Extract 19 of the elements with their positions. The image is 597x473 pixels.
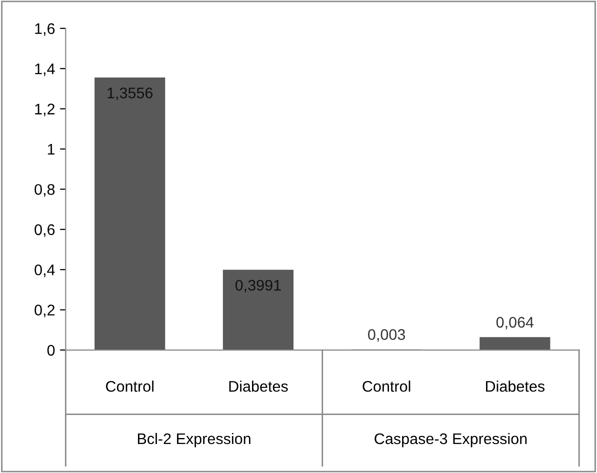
y-tick-label: 0,4 — [34, 264, 55, 278]
y-tick-label: 1,4 — [35, 64, 55, 76]
text: Bcl-2 Expression — [138, 432, 250, 448]
x-tick-label: Control — [106, 380, 154, 392]
data-label: 1,3556 — [108, 88, 153, 100]
y-tick-label: 1 — [48, 144, 55, 155]
x-tick-label: Control — [362, 380, 410, 392]
y-tick-label: 0,2 — [34, 304, 54, 318]
y-tick-label: 1,2 — [35, 104, 54, 116]
text: Caspase-3 Expression — [374, 432, 527, 448]
x-tick-label: Diabetes — [229, 380, 288, 392]
data-label: 0,064 — [496, 316, 534, 330]
y-tick-label: 1,6 — [35, 23, 55, 36]
data-label: 0,003 — [368, 329, 406, 342]
y-tick-label: 0,8 — [34, 184, 55, 197]
y-tick-label: 0 — [47, 344, 55, 356]
data-label: 0,3991 — [235, 280, 281, 292]
x-tick-label: Diabetes — [486, 380, 545, 392]
y-tick-label: 0,6 — [34, 224, 55, 237]
